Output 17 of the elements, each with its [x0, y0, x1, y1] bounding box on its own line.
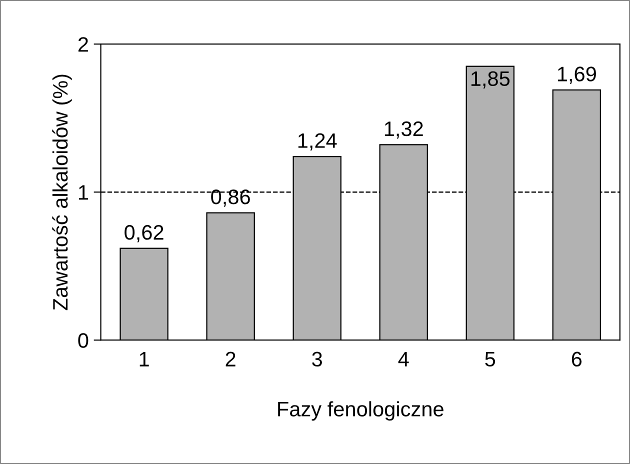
x-tick-label: 1: [140, 352, 149, 366]
data-label: 0,86: [211, 190, 250, 207]
y-tick-label: 0: [78, 333, 88, 348]
data-label: 1,24: [298, 133, 337, 150]
data-label: 1,32: [384, 121, 423, 139]
x-axis-title: Fazy fenologiczne: [278, 401, 444, 421]
x-tick-label: 6: [572, 352, 582, 367]
x-tick-label: 3: [312, 352, 322, 367]
x-tick-label: 5: [485, 352, 496, 367]
data-label: 0,62: [124, 225, 164, 242]
y-axis-title: Zawartość alkaloidów (%): [52, 74, 72, 310]
y-tick-label: 1: [79, 185, 88, 200]
data-label: 1,69: [558, 66, 596, 84]
x-tick-label: 2: [226, 352, 236, 366]
data-label: 1,85: [471, 71, 510, 88]
y-tick-label: 2: [78, 37, 88, 52]
x-tick-label: 4: [398, 352, 409, 366]
